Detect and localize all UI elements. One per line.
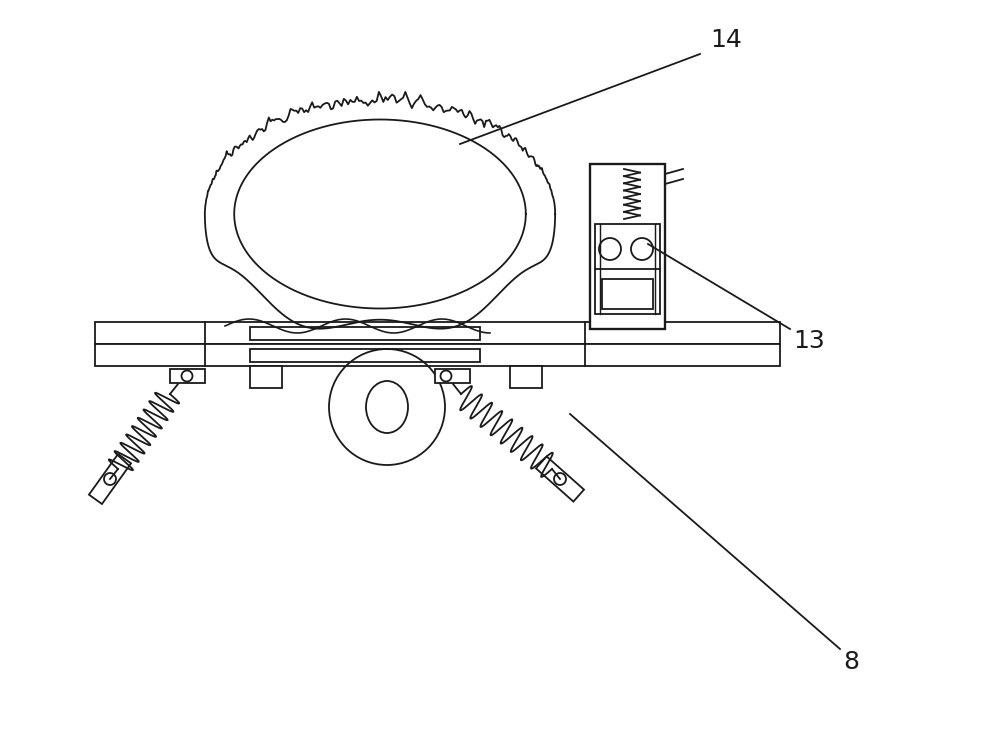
Text: 14: 14 bbox=[710, 28, 742, 52]
Bar bbox=[250, 349, 480, 362]
Bar bbox=[250, 327, 480, 340]
Bar bbox=[602, 279, 653, 309]
Bar bbox=[250, 366, 282, 388]
Bar bbox=[95, 344, 780, 366]
Bar bbox=[435, 369, 470, 383]
Bar bbox=[89, 454, 131, 504]
Text: 8: 8 bbox=[843, 650, 859, 674]
Text: 13: 13 bbox=[793, 329, 825, 353]
Bar bbox=[170, 369, 205, 383]
Bar bbox=[590, 164, 665, 329]
Bar bbox=[595, 224, 660, 314]
Bar bbox=[510, 366, 542, 388]
Bar bbox=[95, 322, 780, 344]
Bar bbox=[536, 456, 584, 501]
